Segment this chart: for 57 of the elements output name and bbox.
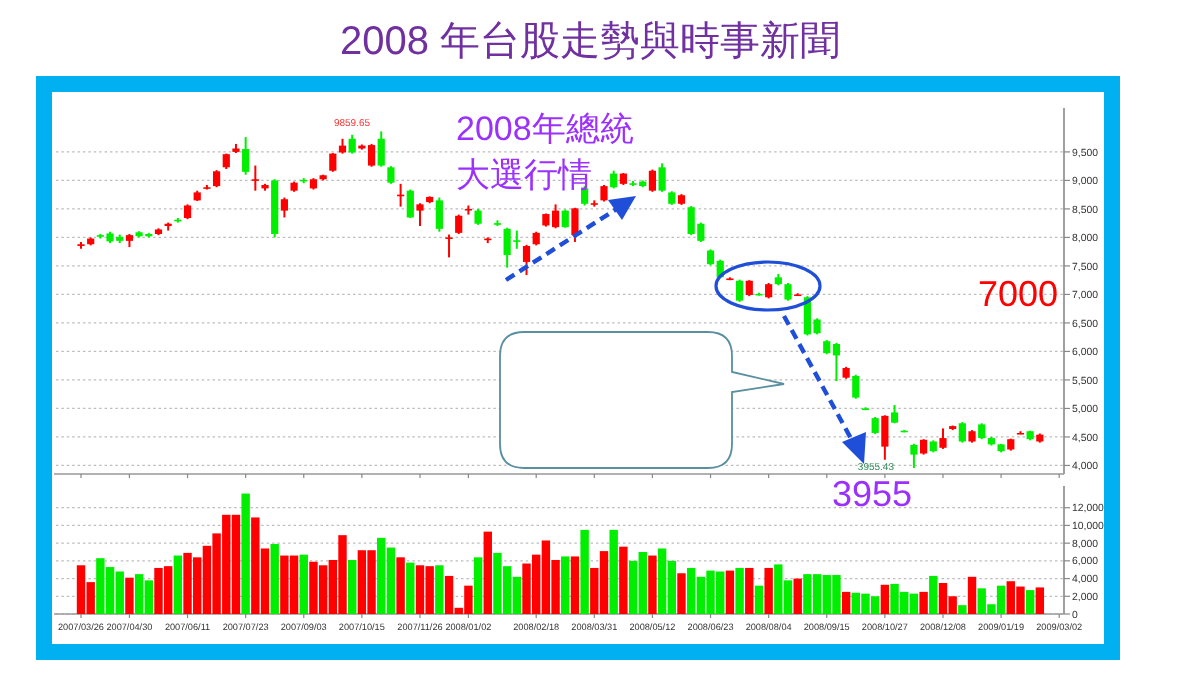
candlestick <box>561 208 569 229</box>
bar <box>241 493 250 614</box>
bar <box>1025 590 1035 614</box>
bar <box>919 591 928 614</box>
annotation: 2008年總統大選行情 <box>456 108 636 198</box>
bar <box>677 573 686 614</box>
bar <box>619 546 628 614</box>
candlestick <box>958 421 966 444</box>
bar <box>299 554 308 614</box>
candlestick <box>522 243 531 277</box>
bar <box>561 556 570 614</box>
bar <box>725 570 735 614</box>
bar <box>841 591 851 614</box>
annotation: 3955 <box>831 474 913 514</box>
candlestick <box>435 196 443 233</box>
candlestick <box>242 136 250 176</box>
bar <box>347 559 357 614</box>
candlestick <box>329 152 337 173</box>
bar <box>793 578 802 614</box>
candlestick <box>735 278 744 303</box>
candlestick <box>416 202 424 228</box>
bar <box>406 562 415 614</box>
bar <box>570 556 580 614</box>
bar <box>435 565 444 614</box>
bar <box>396 557 405 614</box>
bar <box>580 529 589 614</box>
bar <box>735 567 744 614</box>
bar <box>609 529 618 614</box>
bar <box>173 555 183 614</box>
annotation: 7000 <box>977 274 1058 314</box>
candlestick <box>348 133 356 155</box>
candlestick <box>648 168 657 193</box>
candlestick <box>852 373 860 400</box>
bar <box>473 557 483 614</box>
candlestick <box>280 196 288 219</box>
candlestick <box>939 427 947 450</box>
bar <box>125 577 134 614</box>
bar <box>958 605 967 614</box>
bar <box>483 531 492 614</box>
candlestick <box>881 414 889 461</box>
chart-title: 2008 年台股走勢與時事新聞 <box>339 20 841 64</box>
candlestick <box>658 162 666 193</box>
bar <box>754 585 764 614</box>
bar <box>745 567 754 614</box>
bar <box>764 567 773 614</box>
bar <box>270 544 279 614</box>
bar <box>929 575 938 614</box>
candlestick <box>377 130 385 168</box>
candlestick <box>455 213 463 235</box>
bar <box>967 576 977 614</box>
candlestick <box>251 164 259 192</box>
candlestick <box>445 233 453 259</box>
bar <box>1035 587 1045 614</box>
bar <box>648 555 657 614</box>
candlestick <box>910 442 918 469</box>
candlestick <box>406 188 414 220</box>
bar <box>880 584 890 614</box>
